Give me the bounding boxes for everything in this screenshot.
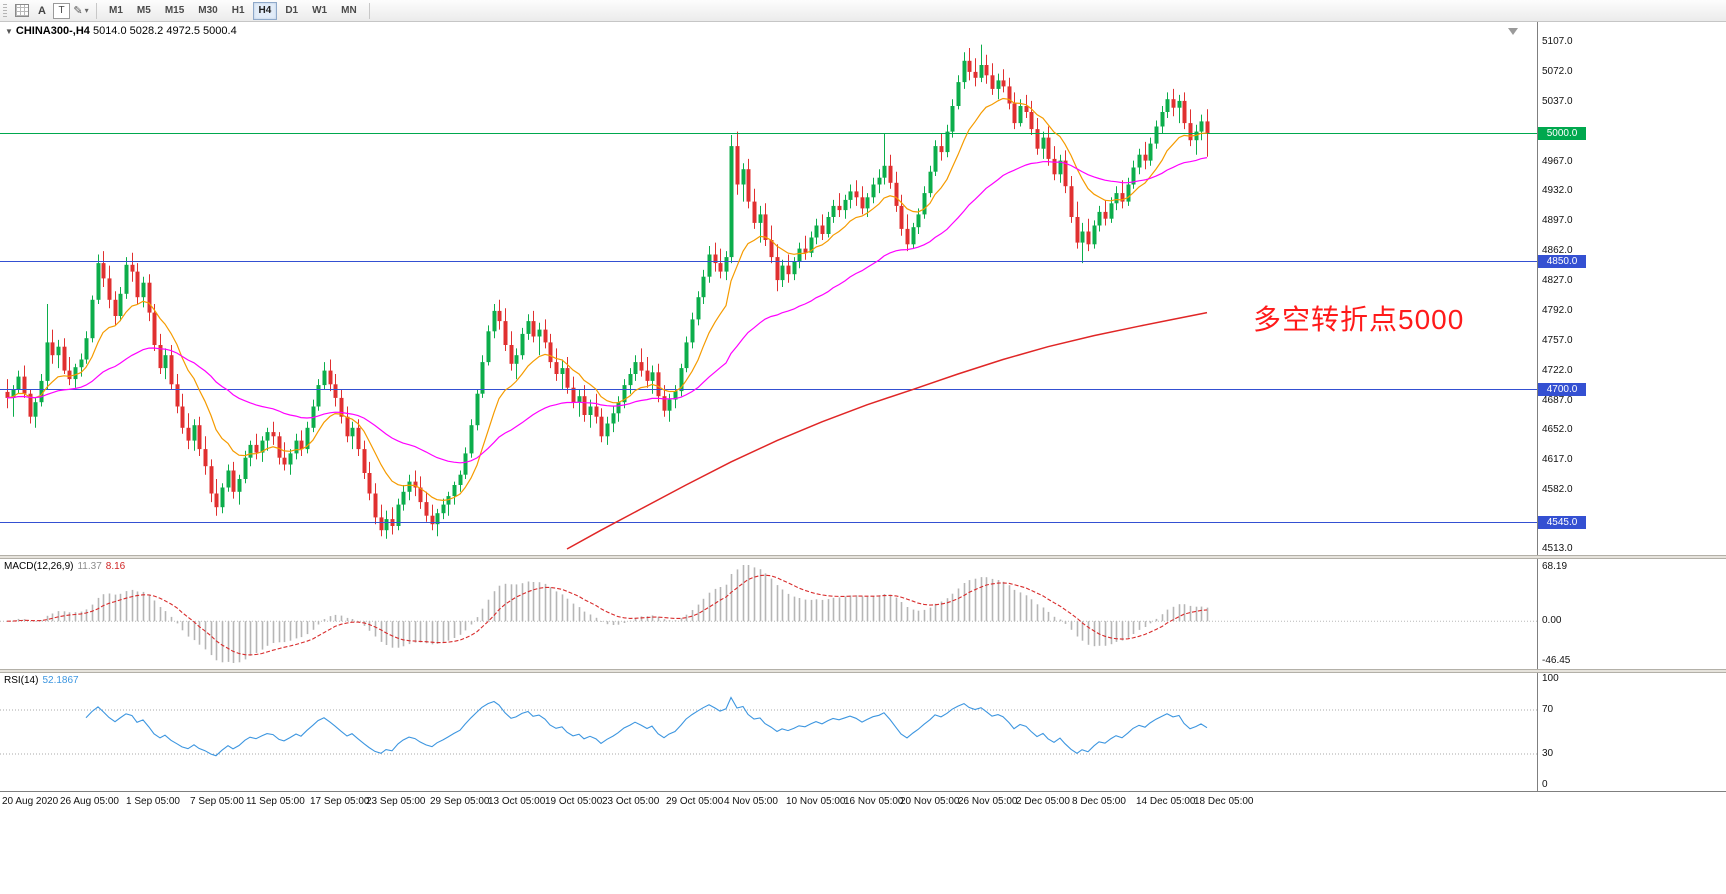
chart-shift-marker[interactable]	[1508, 28, 1518, 35]
toolbar-separator	[368, 2, 370, 19]
timeframe-button-mn[interactable]: MN	[341, 4, 357, 16]
price-level-badge: 4545.0	[1538, 516, 1586, 529]
macd-main-value: 11.37	[77, 561, 102, 572]
macd-axis-max: 68.19	[1542, 561, 1568, 572]
draw-tool-dropdown[interactable]: ✎ ▾	[72, 2, 90, 20]
price-tick-label: 4757.0	[1542, 334, 1573, 346]
price-tick-label: 4897.0	[1542, 215, 1573, 227]
price-tick-label: 4792.0	[1542, 304, 1573, 316]
chart-ohlc-values: 5014.0 5028.2 4972.5 5000.4	[92, 25, 237, 37]
rsi-label: RSI(14)	[4, 675, 39, 686]
price-tick-label: 4862.0	[1542, 245, 1573, 257]
timeframe-button-h1[interactable]: H1	[231, 4, 245, 16]
price-tick-label: 5072.0	[1542, 65, 1573, 77]
time-axis-label: 2 Dec 05:00	[1016, 796, 1070, 807]
time-axis-label: 7 Sep 05:00	[190, 796, 244, 807]
toolbar: A T ✎ ▾ M1 M5 M15 M30 H1 H4 D1 W1 MN	[0, 0, 1726, 22]
timeframe-button-m5[interactable]: M5	[136, 4, 151, 16]
panel-separator[interactable]	[0, 555, 1726, 559]
time-axis-label: 19 Oct 05:00	[545, 796, 603, 807]
chart-grid-icon[interactable]	[13, 2, 31, 20]
time-axis-label: 29 Sep 05:00	[430, 796, 490, 807]
time-axis-label: 16 Nov 05:00	[844, 796, 904, 807]
rsi-axis-label: 70	[1542, 704, 1554, 715]
time-axis-label: 17 Sep 05:00	[310, 796, 370, 807]
rsi-indicator-chart[interactable]	[0, 673, 1537, 791]
price-tick-label: 4652.0	[1542, 424, 1573, 436]
candlestick-chart[interactable]	[0, 22, 1537, 555]
time-axis-label: 29 Oct 05:00	[666, 796, 724, 807]
macd-title: MACD(12,26,9) 11.37 8.16	[4, 561, 125, 572]
time-axis-label: 8 Dec 05:00	[1072, 796, 1126, 807]
pencil-icon: ✎	[73, 5, 83, 17]
rsi-panel: RSI(14) 52.1867	[0, 673, 1537, 791]
macd-axis[interactable]: 68.19 0.00 -46.45	[1537, 559, 1726, 669]
macd-indicator-chart[interactable]	[0, 559, 1537, 669]
price-level-badge: 5000.0	[1538, 127, 1586, 140]
rsi-axis-label: 100	[1542, 673, 1559, 684]
chart-symbol-title: CHINA300-,H4	[15, 25, 90, 37]
panel-separator[interactable]	[0, 669, 1726, 673]
rsi-axis[interactable]: 100 70 30 0	[1537, 673, 1726, 791]
price-tick-label: 4827.0	[1542, 275, 1573, 286]
timeframe-button-m30[interactable]: M30	[198, 4, 218, 16]
price-tick-label: 5037.0	[1542, 95, 1573, 107]
chart-title: ▼ CHINA300-,H4 5014.0 5028.2 4972.5 5000.…	[5, 25, 237, 37]
time-axis-label: 26 Aug 05:00	[60, 796, 119, 807]
price-tick-label: 4932.0	[1542, 185, 1573, 197]
timeframe-button-m15[interactable]: M15	[164, 4, 185, 16]
timeframe-button-d1[interactable]: D1	[285, 4, 299, 16]
timeframe-button-h4[interactable]: H4	[252, 1, 278, 20]
chart-area: ▼ CHINA300-,H4 5014.0 5028.2 4972.5 5000.…	[0, 22, 1726, 894]
time-axis-label: 4 Nov 05:00	[724, 796, 778, 807]
price-axis[interactable]: 5107.0 5072.0 5037.0 4967.0 4932.0 4897.0 4862…	[1537, 22, 1726, 555]
price-tick-label: 4687.0	[1542, 394, 1573, 406]
time-axis-label: 13 Oct 05:00	[488, 796, 546, 807]
rsi-axis-label: 0	[1542, 779, 1548, 790]
time-axis-label: 14 Dec 05:00	[1136, 796, 1196, 807]
time-axis-label: 20 Nov 05:00	[900, 796, 960, 807]
text-tool-button[interactable]: A	[38, 4, 46, 17]
timeframe-button-m1[interactable]: M1	[109, 4, 123, 16]
toolbar-grip[interactable]	[3, 3, 7, 18]
price-tick-label: 4582.0	[1542, 484, 1573, 496]
macd-axis-min: -46.45	[1542, 655, 1571, 666]
price-level-badge: 4850.0	[1538, 255, 1586, 268]
time-axis-label: 23 Oct 05:00	[602, 796, 660, 807]
timeframe-buttons: M1 M5 M15 M30 H1 H4 D1 W1 MN	[102, 1, 364, 20]
rsi-title: RSI(14) 52.1867	[4, 675, 79, 686]
grid-pattern-icon	[15, 4, 29, 17]
timeframe-button-w1[interactable]: W1	[312, 4, 328, 16]
macd-panel: MACD(12,26,9) 11.37 8.16	[0, 559, 1537, 669]
price-tick-label: 4722.0	[1542, 364, 1573, 376]
price-tick-label: 5107.0	[1542, 36, 1573, 47]
price-tick-label: 4513.0	[1542, 543, 1573, 554]
time-axis-label: 23 Sep 05:00	[366, 796, 426, 807]
macd-label: MACD(12,26,9)	[4, 561, 74, 572]
chevron-down-icon: ▾	[84, 6, 89, 15]
price-tick-label: 4617.0	[1542, 454, 1573, 466]
time-axis[interactable]: 20 Aug 2020 26 Aug 05:00 1 Sep 05:00 7 Sep …	[0, 791, 1726, 813]
toolbar-separator	[96, 2, 97, 19]
macd-axis-zero: 0.00	[1542, 615, 1562, 627]
rsi-value: 52.1867	[42, 675, 79, 686]
rsi-axis-label: 30	[1542, 748, 1554, 759]
time-axis-label: 10 Nov 05:00	[786, 796, 846, 807]
textbox-tool-button[interactable]: T	[53, 2, 70, 19]
time-axis-label: 1 Sep 05:00	[126, 796, 180, 807]
price-tick-label: 4967.0	[1542, 155, 1573, 167]
time-axis-label: 11 Sep 05:00	[246, 796, 305, 807]
macd-signal-value: 8.16	[105, 561, 126, 572]
main-chart-panel: ▼ CHINA300-,H4 5014.0 5028.2 4972.5 5000.…	[0, 22, 1537, 555]
time-axis-label: 26 Nov 05:00	[958, 796, 1018, 807]
time-axis-label: 20 Aug 2020	[2, 796, 59, 807]
one-click-trading-icon[interactable]: ▼	[5, 27, 13, 36]
time-axis-label: 18 Dec 05:00	[1194, 796, 1254, 807]
price-level-badge: 4700.0	[1538, 383, 1586, 396]
chart-annotation-text[interactable]: 多空转折点5000	[1253, 304, 1465, 335]
